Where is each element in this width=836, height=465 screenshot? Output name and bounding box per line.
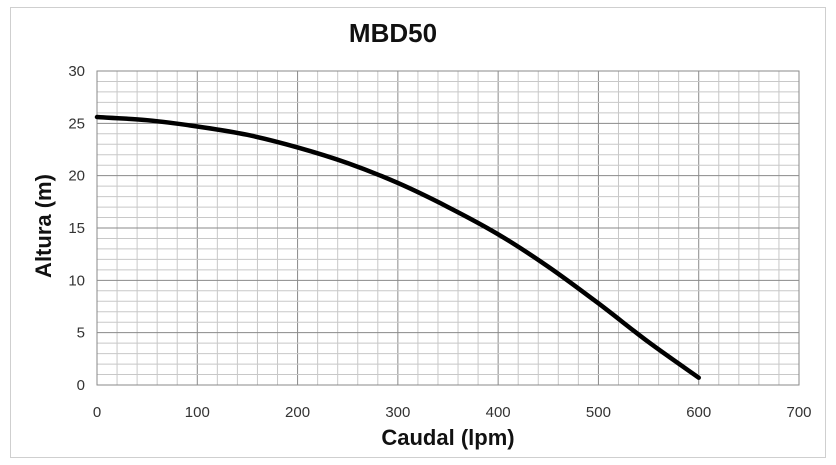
x-tick-label: 400 — [486, 404, 511, 421]
series-layer — [94, 114, 701, 380]
x-axis-label: Caudal (lpm) — [381, 425, 514, 450]
y-tick-label: 25 — [68, 115, 85, 132]
y-tick-label: 0 — [77, 377, 85, 394]
chart-title: MBD50 — [349, 18, 437, 48]
x-tick-label: 0 — [93, 404, 101, 421]
y-tick-label: 20 — [68, 168, 85, 185]
tick-labels: 0 100 200 300 400 500 600 700 0 5 10 15 20 25 30 — [68, 63, 811, 421]
x-tick-label: 200 — [285, 404, 310, 421]
x-tick-label: 600 — [686, 404, 711, 421]
grid — [96, 70, 800, 386]
y-axis-label: Altura (m) — [31, 174, 56, 278]
x-tick-label: 500 — [586, 404, 611, 421]
pump-curve-chart: MBD50 0 100 200 300 400 500 600 700 0 5 10 15 20 25 30… — [31, 18, 812, 450]
x-tick-label: 300 — [385, 404, 410, 421]
y-tick-label: 5 — [77, 325, 85, 342]
chart-frame: MBD50 0 100 200 300 400 500 600 700 0 5 10 15 20 25 30… — [10, 7, 826, 458]
x-tick-label: 700 — [786, 404, 811, 421]
y-tick-label: 15 — [68, 220, 85, 237]
plot-area-border — [96, 70, 800, 386]
series-line-0 — [94, 114, 701, 380]
x-tick-label: 100 — [185, 404, 210, 421]
y-tick-label: 30 — [68, 63, 85, 80]
y-tick-label: 10 — [68, 272, 85, 289]
